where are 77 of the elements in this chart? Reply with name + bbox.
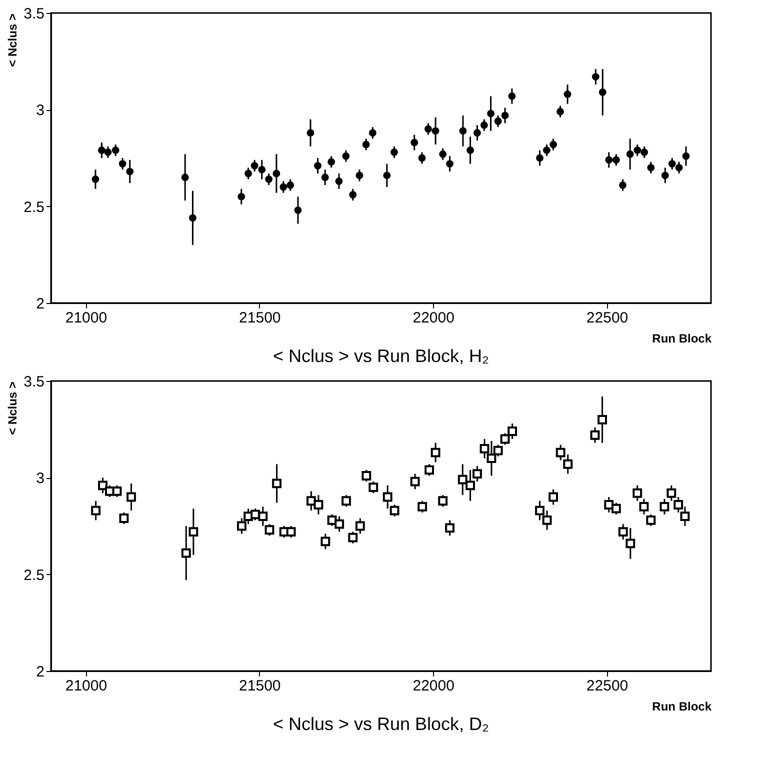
point — [480, 444, 490, 454]
point — [500, 434, 510, 444]
point — [472, 469, 482, 479]
point — [320, 536, 330, 546]
point — [563, 459, 573, 469]
point — [666, 488, 676, 498]
point — [410, 476, 420, 486]
point — [646, 515, 656, 525]
text: < Nclus > vs Run Block, D₂ — [272, 714, 490, 734]
point — [590, 430, 600, 440]
point — [348, 532, 358, 542]
x-tick-label: 21000 — [65, 678, 108, 694]
x-axis-title: Run Block — [652, 700, 712, 714]
point — [418, 502, 428, 512]
point — [355, 521, 365, 531]
point — [466, 480, 475, 490]
y-tick-label: 3.5 — [24, 6, 44, 22]
point — [236, 521, 246, 531]
point — [486, 454, 496, 464]
point — [680, 512, 690, 522]
x-tick-label: 22000 — [412, 310, 454, 326]
x-tick-label: 22000 — [412, 678, 454, 694]
point — [639, 502, 649, 512]
point — [368, 482, 378, 492]
point — [424, 465, 434, 475]
point — [508, 426, 518, 436]
x-tick-label: 21000 — [65, 310, 108, 326]
point — [334, 519, 344, 529]
y-axis-title: < Nclus > — [6, 382, 20, 435]
point — [458, 474, 468, 484]
y-tick-label: 2 — [36, 664, 44, 680]
point — [556, 448, 566, 458]
point — [188, 527, 198, 537]
point — [604, 500, 614, 510]
y-axis-title: < Nclus > — [6, 14, 20, 67]
point — [126, 492, 136, 502]
y-tick-label: 2.5 — [24, 566, 44, 584]
point — [493, 446, 503, 456]
point — [306, 496, 316, 506]
point — [438, 496, 448, 506]
point — [618, 527, 628, 537]
y-tick-label: 3.5 — [24, 374, 44, 390]
point — [91, 506, 101, 516]
point — [362, 471, 372, 480]
point — [535, 506, 544, 516]
x-tick-label: 21500 — [239, 678, 281, 694]
point — [119, 514, 129, 523]
point — [112, 486, 122, 496]
point — [632, 488, 642, 498]
point — [258, 512, 268, 522]
point — [181, 548, 191, 558]
y-tick-label: 2 — [36, 296, 44, 312]
point — [264, 525, 274, 535]
x-tick-label: 22500 — [586, 310, 628, 326]
text: < Nclus > vs Run Block, H₂ — [272, 346, 490, 366]
y-tick-label: 2.5 — [24, 198, 44, 216]
point — [445, 523, 454, 533]
point — [98, 480, 108, 490]
point — [660, 502, 670, 512]
point — [542, 515, 552, 525]
x-tick-label: 21500 — [239, 310, 281, 326]
point — [314, 500, 324, 510]
point — [272, 478, 282, 488]
x-tick-label: 22500 — [586, 678, 628, 694]
point — [626, 538, 636, 548]
point — [611, 504, 621, 514]
y-tick-label: 3 — [36, 470, 44, 488]
point — [598, 414, 607, 424]
point — [430, 448, 440, 458]
point — [342, 496, 351, 506]
y-tick-label: 3 — [36, 102, 44, 120]
point — [382, 492, 392, 502]
point — [548, 492, 558, 502]
point — [286, 527, 296, 537]
x-axis-title: Run Block — [652, 332, 712, 346]
point — [390, 506, 400, 516]
point — [674, 500, 684, 510]
